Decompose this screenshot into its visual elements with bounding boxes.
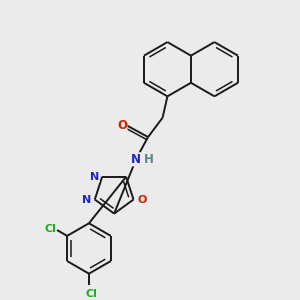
Text: O: O xyxy=(137,196,147,206)
Text: Cl: Cl xyxy=(86,289,98,299)
Text: H: H xyxy=(144,153,154,166)
Text: N: N xyxy=(82,194,92,205)
Text: N: N xyxy=(130,153,140,166)
Text: O: O xyxy=(137,196,147,206)
Text: N: N xyxy=(82,194,92,205)
Text: N: N xyxy=(90,172,99,182)
Text: Cl: Cl xyxy=(44,224,56,234)
Text: N: N xyxy=(90,172,99,182)
Text: O: O xyxy=(117,119,127,132)
Text: N: N xyxy=(130,153,140,166)
Text: H: H xyxy=(144,153,154,166)
Text: O: O xyxy=(117,119,127,132)
